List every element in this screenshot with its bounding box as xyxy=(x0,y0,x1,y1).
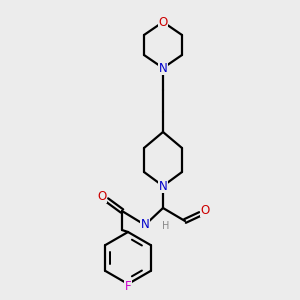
Text: N: N xyxy=(141,218,149,232)
Text: N: N xyxy=(159,179,167,193)
Text: N: N xyxy=(159,61,167,74)
Text: F: F xyxy=(125,280,131,293)
Text: O: O xyxy=(98,190,106,202)
Text: O: O xyxy=(200,203,210,217)
Text: O: O xyxy=(158,16,168,28)
Text: H: H xyxy=(162,221,170,231)
